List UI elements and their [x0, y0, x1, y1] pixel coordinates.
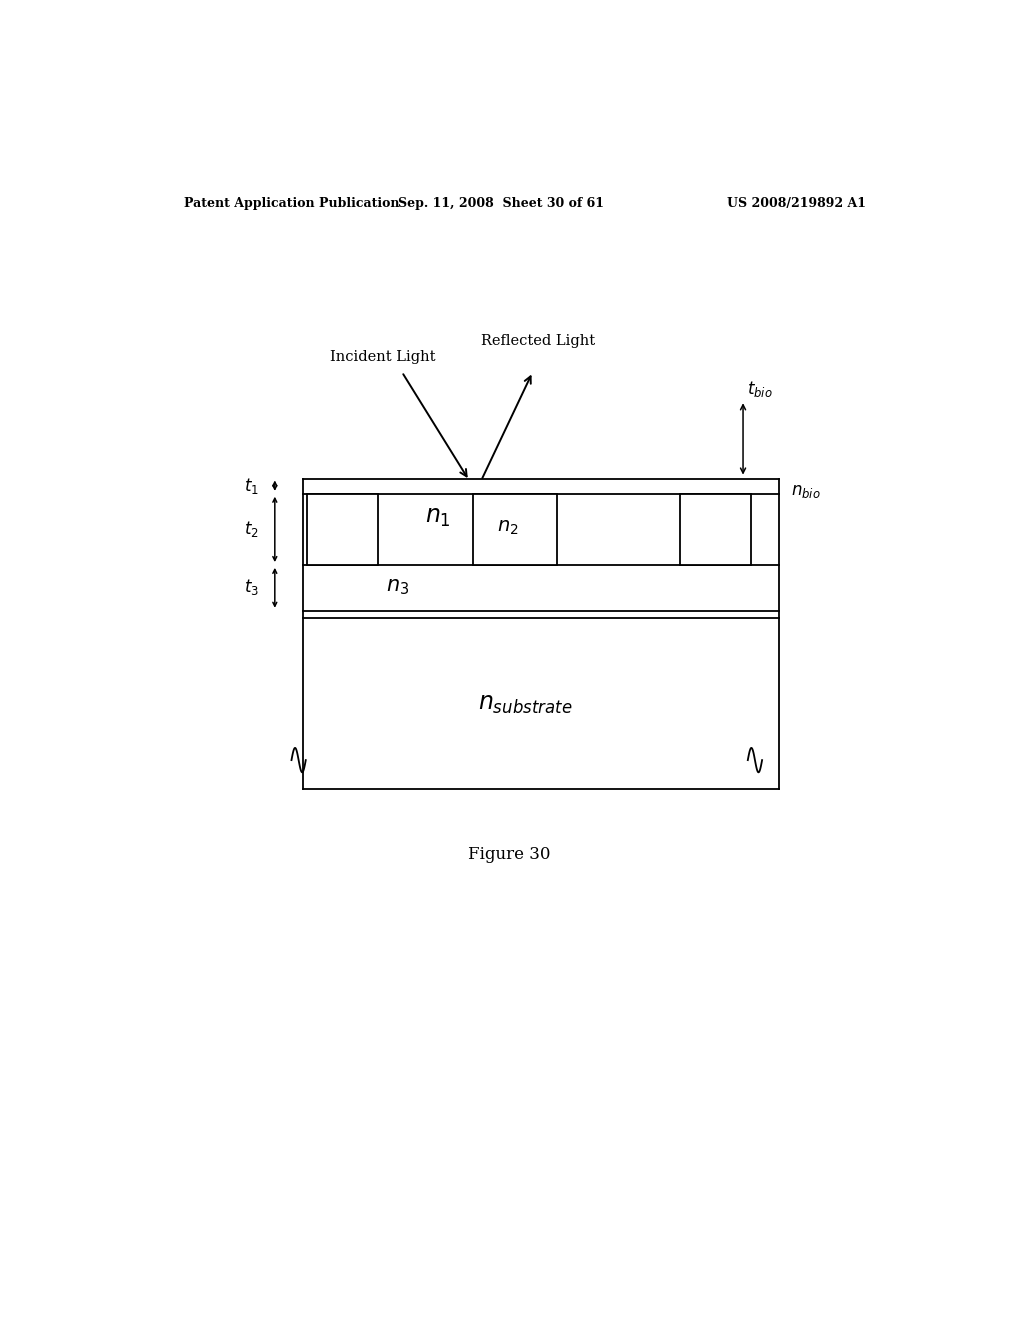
- Text: $t_3$: $t_3$: [244, 577, 258, 598]
- Text: US 2008/219892 A1: US 2008/219892 A1: [727, 197, 866, 210]
- Text: Sep. 11, 2008  Sheet 30 of 61: Sep. 11, 2008 Sheet 30 of 61: [398, 197, 604, 210]
- Text: $n_2$: $n_2$: [497, 519, 518, 536]
- Text: $n_1$: $n_1$: [425, 506, 451, 529]
- Text: Patent Application Publication: Patent Application Publication: [183, 197, 399, 210]
- Text: $n_3$: $n_3$: [386, 578, 410, 597]
- Bar: [473, 494, 557, 565]
- Text: $n_{substrate}$: $n_{substrate}$: [477, 693, 572, 715]
- Bar: [306, 494, 378, 565]
- Text: $n_{bio}$: $n_{bio}$: [791, 483, 820, 500]
- Text: $t_2$: $t_2$: [244, 519, 258, 540]
- Text: Figure 30: Figure 30: [468, 846, 550, 863]
- Bar: [680, 494, 751, 565]
- Text: $t_1$: $t_1$: [244, 475, 258, 496]
- Text: $t_{bio}$: $t_{bio}$: [748, 379, 773, 399]
- Text: Reflected Light: Reflected Light: [481, 334, 595, 348]
- Text: Incident Light: Incident Light: [331, 350, 436, 363]
